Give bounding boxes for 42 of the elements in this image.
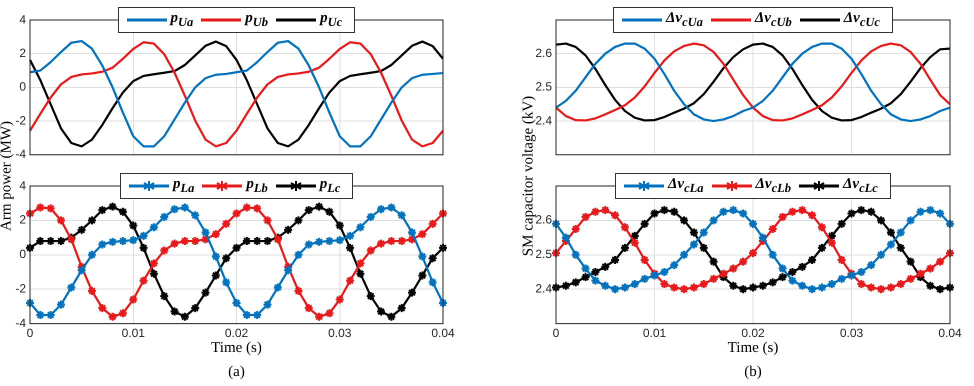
x-tick-label: 0.04 — [431, 326, 455, 340]
x-tick-label: 0.01 — [122, 326, 146, 340]
y-tick-label: 2.5 — [535, 247, 552, 262]
legend-label: p$_{Ub}$ — [245, 10, 268, 30]
y-tick-label: 2.5 — [535, 80, 552, 94]
legend-label: p$_{Lb}$ — [246, 176, 268, 196]
x-tick-label: 0.02 — [224, 326, 248, 340]
y-tick-label: -4 — [15, 147, 26, 162]
y-axis-title: Arm power (MW) — [0, 120, 16, 231]
legend-label: Δv$_{cLc}$ — [843, 176, 878, 196]
x-tick-label: 0.03 — [840, 326, 864, 340]
x-tick-label: 0.03 — [328, 326, 352, 340]
legend-label: Δv$_{cUc}$ — [844, 10, 880, 30]
y-axis-title: SM capacitor voltage (kV) — [520, 96, 536, 256]
y-tick-label: 2.4 — [535, 282, 552, 296]
x-axis-title: Time (s) — [210, 340, 263, 357]
legend-label: Δv$_{cLb}$ — [756, 176, 791, 196]
y-tick-label: 2 — [19, 212, 26, 227]
legend-label: p$_{Ua}$ — [170, 10, 194, 30]
text: (b) — [743, 364, 763, 381]
x-tick-label: 0.04 — [938, 326, 962, 340]
text: (a) — [227, 364, 246, 381]
y-tick-label: 2.6 — [535, 46, 552, 60]
y-tick-label: 4 — [19, 12, 26, 26]
y-tick-label: -2 — [15, 113, 26, 128]
y-tick-label: 4 — [19, 178, 26, 192]
y-tick-label: 0 — [19, 247, 26, 262]
y-tick-label: -2 — [15, 282, 26, 296]
x-axis-title: Time (s) — [726, 340, 780, 357]
legend-label: p$_{Uc}$ — [320, 10, 342, 30]
x-tick-label: 0.02 — [741, 326, 765, 340]
y-tick-label: -4 — [15, 316, 26, 330]
legend-label: p$_{Lc}$ — [320, 176, 340, 196]
y-tick-label: 2.6 — [535, 212, 552, 227]
legend-label: Δv$_{cUa}$ — [666, 10, 703, 30]
y-tick-label: 2.4 — [535, 113, 552, 128]
y-tick-label: 0 — [19, 80, 26, 94]
y-tick-label: 2 — [19, 46, 26, 60]
legend-label: Δv$_{cLa}$ — [668, 176, 704, 196]
legend-label: Δv$_{cUb}$ — [754, 10, 792, 30]
x-tick-label: 0.01 — [642, 326, 666, 340]
legend-label: p$_{La}$ — [173, 176, 194, 196]
